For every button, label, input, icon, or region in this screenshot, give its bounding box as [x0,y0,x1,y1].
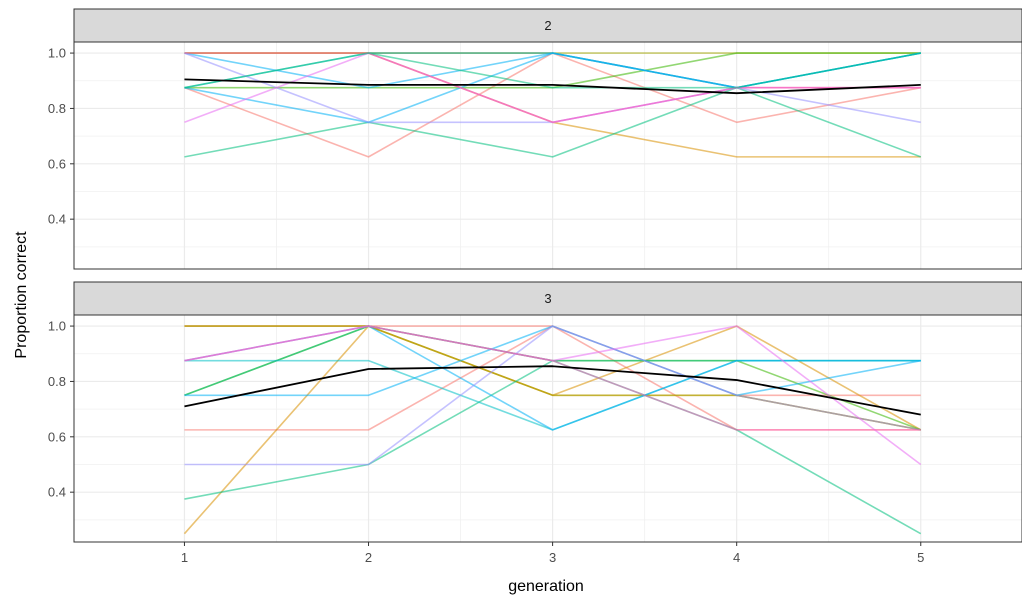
x-tick-label: 2 [365,550,372,565]
y-tick-label: 1.0 [48,319,66,334]
y-tick-label: 1.0 [48,46,66,61]
facet-panel-2: 2 0.4 0.6 0.8 1.0 [48,8,1022,270]
x-tick-label: 5 [917,550,924,565]
y-tick-label: 0.4 [48,485,66,500]
panels-layer: 2 0.4 0.6 0.8 1.0 3 0.4 0.6 0.8 1.0 [48,8,1022,543]
x-axis-title: generation [508,578,584,595]
series-line [184,86,922,158]
x-tick-label: 4 [733,550,740,565]
y-tick-label: 0.8 [48,374,66,389]
x-axis: 1 2 3 4 5 [181,542,924,565]
y-tick-label: 0.8 [48,101,66,116]
y-axis-title: Proportion correct [13,231,30,359]
panel-border [73,41,1022,270]
x-tick-label: 3 [549,550,556,565]
facet-strip-label: 2 [544,18,551,33]
facet-panel-3: 3 0.4 0.6 0.8 1.0 [48,281,1022,543]
y-tick-label: 0.4 [48,212,66,227]
x-tick-label: 1 [181,550,188,565]
facet-strip [73,8,1022,43]
series-line [184,52,921,89]
series-line [184,325,921,466]
facet-strip-label: 3 [544,291,551,306]
y-tick-label: 0.6 [48,156,66,171]
series-line [184,325,921,431]
series-line [184,52,921,124]
mean-line [184,365,921,416]
panel-border [73,314,1022,543]
mean-line [184,78,921,95]
y-tick-label: 0.6 [48,429,66,444]
